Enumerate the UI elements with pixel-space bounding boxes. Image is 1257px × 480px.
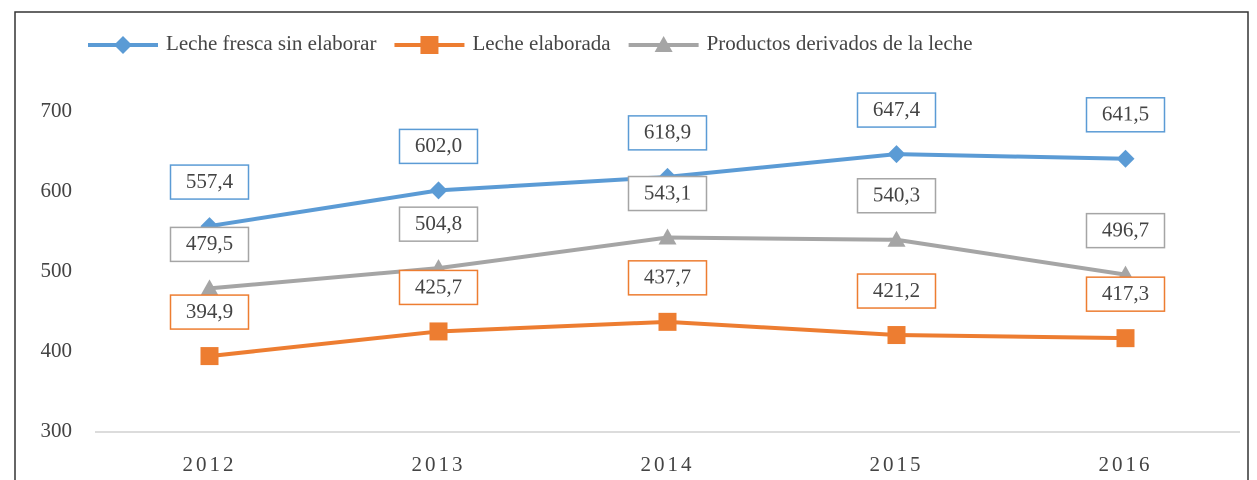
data-label-box: [398, 206, 479, 242]
marker: [1116, 149, 1135, 168]
data-label-box: [1085, 212, 1166, 249]
data-label: 425,7: [415, 274, 462, 298]
data-label-box: [1085, 276, 1166, 312]
data-label: 641,5: [1102, 102, 1149, 126]
marker: [887, 230, 906, 247]
data-label-box: [169, 226, 250, 263]
data-label: 496,7: [1102, 217, 1149, 241]
data-label: 504,8: [415, 211, 462, 235]
data-label: 421,2: [873, 278, 920, 302]
data-label: 543,1: [644, 180, 691, 204]
marker: [429, 181, 448, 200]
data-label-box: [398, 269, 479, 306]
marker: [654, 36, 673, 52]
y-tick-label: 400: [41, 338, 73, 362]
data-label: 417,3: [1102, 281, 1149, 305]
legend-label: Leche elaborada: [472, 31, 611, 55]
data-label: 557,4: [186, 169, 234, 193]
data-label: 437,7: [644, 265, 691, 289]
data-label: 647,4: [873, 97, 921, 121]
marker: [420, 36, 439, 54]
x-tick-label: 2015: [870, 452, 924, 476]
data-label: 394,9: [186, 299, 233, 323]
marker: [887, 326, 906, 345]
data-label: 618,9: [644, 120, 691, 144]
y-tick-label: 300: [41, 418, 73, 442]
x-tick-label: 2012: [183, 452, 237, 476]
data-label: 602,0: [415, 133, 462, 157]
data-label-box: [627, 175, 708, 212]
y-tick-label: 600: [41, 178, 73, 202]
data-label-box: [856, 92, 937, 128]
x-tick-label: 2016: [1099, 452, 1153, 476]
data-label-box: [169, 294, 250, 330]
marker: [658, 228, 677, 245]
marker: [429, 322, 448, 341]
data-label-box: [398, 128, 479, 165]
data-label-box: [169, 164, 250, 200]
marker: [114, 36, 132, 54]
data-label-box: [627, 260, 708, 296]
legend-label: Leche fresca sin elaborar: [166, 31, 376, 55]
data-label-box: [627, 115, 708, 151]
legend-label: Productos derivados de la leche: [707, 31, 973, 55]
marker: [200, 347, 219, 366]
data-label-box: [1085, 97, 1166, 133]
marker: [200, 279, 219, 296]
data-label: 479,5: [186, 231, 233, 255]
marker: [1116, 329, 1135, 348]
data-label-box: [856, 178, 937, 214]
marker: [887, 145, 906, 164]
data-label: 540,3: [873, 183, 920, 207]
marker: [658, 312, 677, 331]
y-tick-label: 500: [41, 258, 73, 282]
x-tick-label: 2014: [641, 452, 695, 476]
data-label-box: [856, 273, 937, 309]
y-tick-label: 700: [41, 98, 73, 122]
x-tick-label: 2013: [412, 452, 466, 476]
